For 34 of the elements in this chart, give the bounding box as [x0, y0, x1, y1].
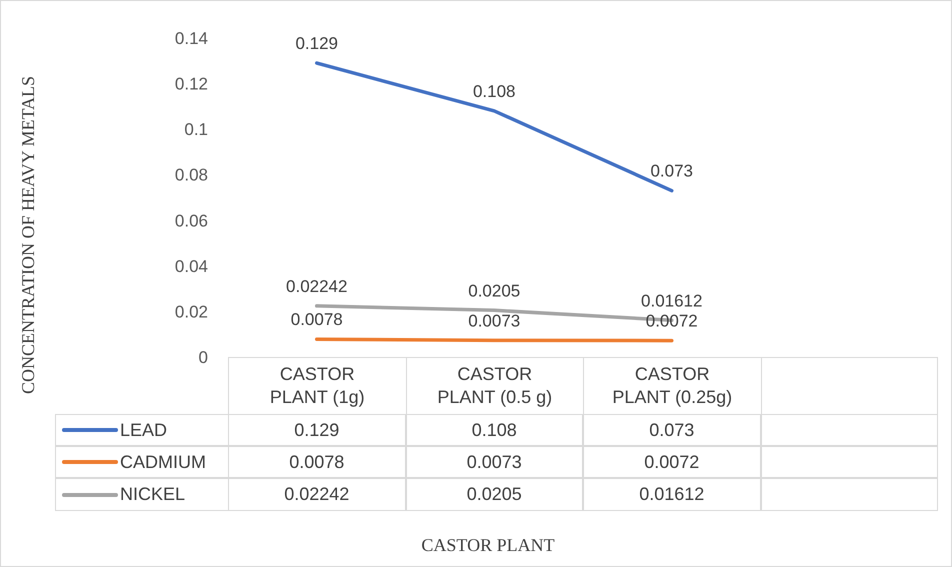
data-label: 0.129 — [228, 414, 406, 446]
y-tick-label: 0.06 — [174, 211, 208, 230]
data-label: 0.108 — [406, 414, 583, 446]
y-tick-label: 0.04 — [174, 256, 208, 276]
x-tick-label: CASTOR PLANT (1g) — [228, 357, 406, 414]
annotation: 0.108 — [472, 82, 516, 101]
data-label: 0.0073 — [406, 446, 583, 478]
legend-label: NICKEL — [120, 484, 186, 505]
y-tick-label: 0 — [198, 348, 208, 368]
legend-label: LEAD — [120, 420, 168, 440]
legend-label: CADMIUM — [120, 452, 206, 472]
annotation: 0.0078 — [290, 310, 343, 330]
annotation: 0.0205 — [468, 281, 520, 300]
data-label: 0.0205 — [406, 478, 583, 511]
annotation: 0.129 — [295, 34, 338, 54]
data-label: 0.0078 — [228, 446, 406, 478]
annotation: 0.0073 — [468, 311, 520, 330]
text: CONCENTRATION OF HEAVY METALS — [18, 74, 39, 396]
y-tick-label: 0.12 — [174, 74, 208, 94]
y-tick-label: 0.14 — [174, 29, 208, 48]
data-label: 0.0072 — [583, 446, 760, 478]
data-label: 0.02242 — [228, 478, 406, 511]
annotation: 0.0072 — [646, 312, 698, 331]
data-label: 0.073 — [583, 414, 760, 446]
x-tick-label: CASTOR PLANT (0.25g) — [583, 357, 760, 414]
annotation: 0.073 — [650, 162, 694, 181]
annotation: 0.02242 — [286, 276, 348, 296]
annotation: 0.01612 — [641, 291, 702, 310]
data-label: 0.01612 — [583, 478, 760, 511]
x-tick-label: CASTOR PLANT (0.5 g) — [406, 357, 583, 414]
y-tick-label: 0.02 — [174, 302, 208, 322]
y-tick-label: 0.08 — [174, 166, 208, 185]
y-tick-label: 0.1 — [184, 120, 208, 140]
text: CASTOR PLANT — [420, 535, 556, 556]
